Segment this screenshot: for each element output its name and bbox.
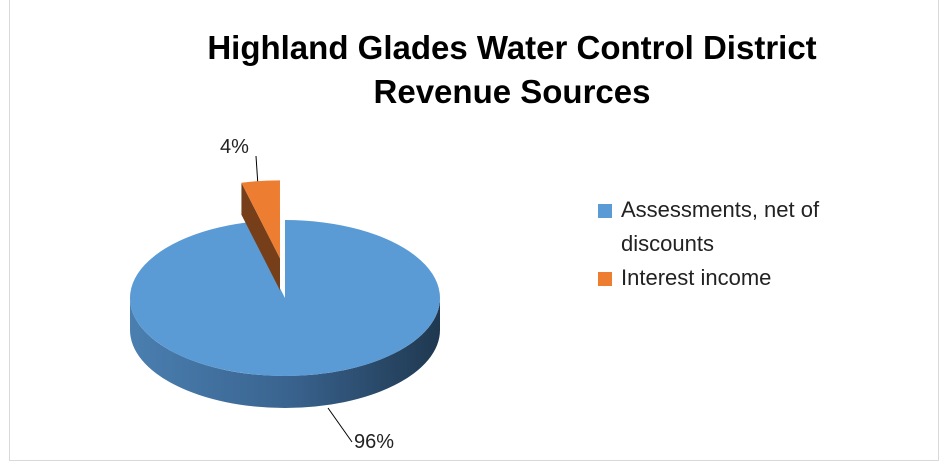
legend: Assessments, net of discounts Interest in…	[598, 193, 878, 295]
pie-slice	[241, 180, 280, 259]
legend-swatch	[598, 204, 612, 218]
legend-swatch	[598, 272, 612, 286]
legend-label: Interest income	[621, 265, 772, 290]
legend-item: Interest income	[598, 261, 878, 295]
legend-label: Assessments, net of discounts	[621, 197, 820, 256]
data-label: 4%	[220, 136, 249, 158]
data-label: 96%	[354, 431, 395, 453]
pie-slice-side	[241, 182, 280, 291]
chart-frame	[9, 0, 939, 461]
chart-title: Highland Glades Water Control District R…	[207, 29, 817, 110]
legend-item: Assessments, net of discounts	[598, 193, 878, 261]
leader-line	[327, 407, 353, 443]
pie-slice-side	[130, 298, 440, 408]
leader-line	[255, 155, 259, 187]
pie-slice	[130, 220, 440, 376]
